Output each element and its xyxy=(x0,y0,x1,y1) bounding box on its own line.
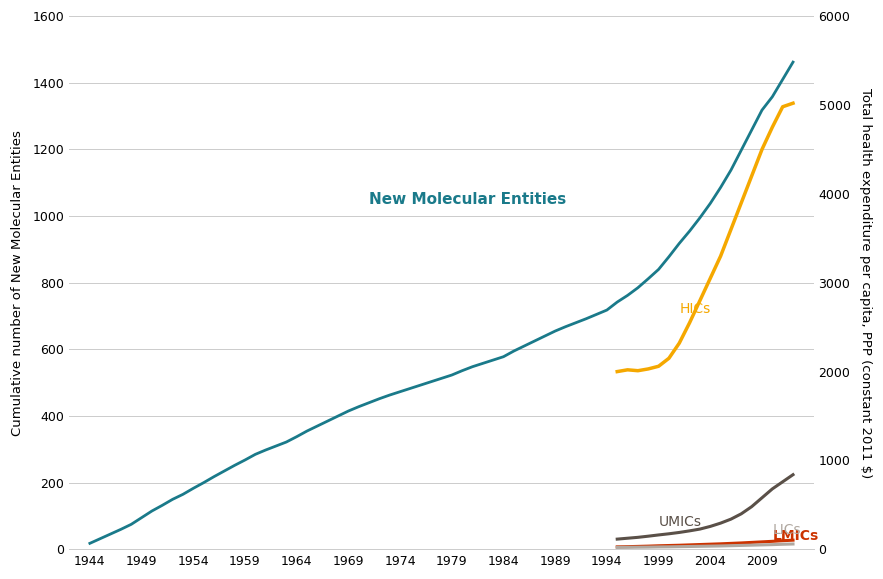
Text: New Molecular Entities: New Molecular Entities xyxy=(369,192,566,207)
Text: UMICs: UMICs xyxy=(659,515,702,529)
Y-axis label: Total health expenditure per capita, PPP (constant 2011 $): Total health expenditure per capita, PPP… xyxy=(859,87,872,478)
Text: HICs: HICs xyxy=(679,302,711,316)
Text: LMICs: LMICs xyxy=(773,529,819,544)
Y-axis label: Cumulative number of New Molecular Entities: Cumulative number of New Molecular Entit… xyxy=(11,130,24,435)
Text: LICs: LICs xyxy=(773,523,801,537)
